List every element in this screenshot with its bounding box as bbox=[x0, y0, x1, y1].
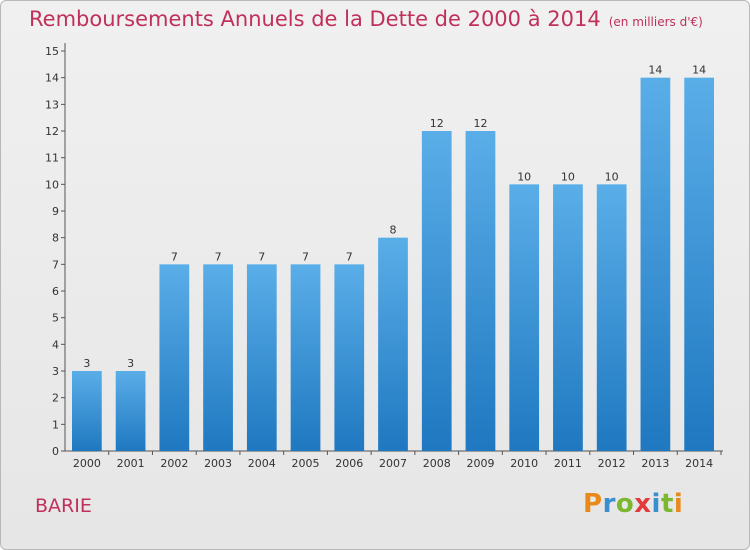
chart-title-text: Remboursements Annuels de la Dette de 20… bbox=[29, 7, 601, 31]
x-tick-label: 2013 bbox=[641, 457, 669, 470]
y-tick-label: 8 bbox=[52, 232, 59, 245]
bar-2013 bbox=[640, 77, 671, 452]
logo-letter: x bbox=[634, 489, 652, 519]
logo-letter: r bbox=[602, 489, 616, 519]
chart-unit: (en milliers d'€) bbox=[608, 15, 703, 29]
bars bbox=[71, 77, 715, 452]
bar-2006 bbox=[334, 264, 365, 451]
logo-letter: t bbox=[660, 489, 674, 519]
data-label-2007: 8 bbox=[390, 224, 397, 237]
y-tick-label: 14 bbox=[45, 72, 59, 85]
bar-2014 bbox=[684, 77, 715, 452]
data-label-2011: 10 bbox=[561, 170, 575, 183]
data-label-2014: 14 bbox=[692, 64, 706, 77]
data-label-2006: 7 bbox=[346, 250, 353, 263]
data-label-2013: 14 bbox=[648, 64, 662, 77]
y-tick-label: 2 bbox=[52, 392, 59, 405]
x-tick-label: 2009 bbox=[466, 457, 494, 470]
bar-2001 bbox=[115, 371, 146, 451]
logo-letter: o bbox=[615, 489, 635, 519]
bar-2010 bbox=[509, 184, 540, 452]
bar-2005 bbox=[290, 264, 321, 451]
data-label-2002: 7 bbox=[171, 250, 178, 263]
bar-2003 bbox=[203, 264, 233, 451]
x-tick-label: 2014 bbox=[685, 457, 713, 470]
y-tick-label: 11 bbox=[45, 152, 59, 165]
bar-2012 bbox=[596, 184, 627, 452]
y-tick-label: 10 bbox=[45, 178, 59, 191]
proxiti-logo: Proxiti bbox=[583, 489, 683, 519]
bar-2004 bbox=[246, 264, 277, 451]
data-label-2004: 7 bbox=[258, 250, 265, 263]
x-tick-label: 2008 bbox=[423, 457, 451, 470]
logo-letter: i bbox=[651, 489, 661, 519]
y-tick-label: 6 bbox=[52, 285, 59, 298]
chart-title: Remboursements Annuels de la Dette de 20… bbox=[29, 7, 703, 31]
x-tick-label: 2000 bbox=[73, 457, 101, 470]
x-tick-label: 2006 bbox=[335, 457, 363, 470]
logo-letter: i bbox=[673, 489, 684, 519]
bar-2002 bbox=[159, 264, 190, 451]
data-label-2000: 3 bbox=[83, 357, 90, 370]
x-tick-label: 2011 bbox=[554, 457, 582, 470]
y-tick-label: 1 bbox=[52, 418, 59, 431]
data-labels: 3 3 7 7 7 7 7 8 12 12 10 10 10 14 14 bbox=[83, 64, 706, 370]
data-label-2010: 10 bbox=[517, 170, 531, 183]
y-tick-label: 7 bbox=[52, 258, 59, 271]
x-tick-label: 2002 bbox=[160, 457, 188, 470]
x-tick-label: 2003 bbox=[204, 457, 232, 470]
data-label-2001: 3 bbox=[127, 357, 134, 370]
y-tick-label: 15 bbox=[45, 45, 59, 58]
data-label-2008: 12 bbox=[430, 117, 444, 130]
x-tick-label: 2012 bbox=[598, 457, 626, 470]
bar-2009 bbox=[465, 131, 496, 451]
y-tick-label: 13 bbox=[45, 98, 59, 111]
bar-2011 bbox=[553, 184, 583, 452]
y-tick-label: 0 bbox=[52, 445, 59, 458]
data-label-2012: 10 bbox=[605, 170, 619, 183]
y-tick-label: 9 bbox=[52, 205, 59, 218]
x-tick-label: 2005 bbox=[292, 457, 320, 470]
x-tick-label: 2010 bbox=[510, 457, 538, 470]
data-label-2005: 7 bbox=[302, 250, 309, 263]
bar-2008 bbox=[421, 131, 452, 451]
data-label-2009: 12 bbox=[473, 117, 487, 130]
data-label-2003: 7 bbox=[215, 250, 222, 263]
x-tick-label: 2004 bbox=[248, 457, 276, 470]
bar-2007 bbox=[378, 237, 408, 451]
x-tick-label: 2001 bbox=[117, 457, 145, 470]
y-tick-label: 3 bbox=[52, 365, 59, 378]
commune-name: BARIE bbox=[35, 495, 92, 517]
y-tick-label: 4 bbox=[52, 338, 59, 351]
y-tick-label: 12 bbox=[45, 125, 59, 138]
y-tick-label: 5 bbox=[52, 312, 59, 325]
bar-2000 bbox=[71, 371, 102, 451]
x-tick-label: 2007 bbox=[379, 457, 407, 470]
logo-letter: P bbox=[583, 489, 603, 519]
